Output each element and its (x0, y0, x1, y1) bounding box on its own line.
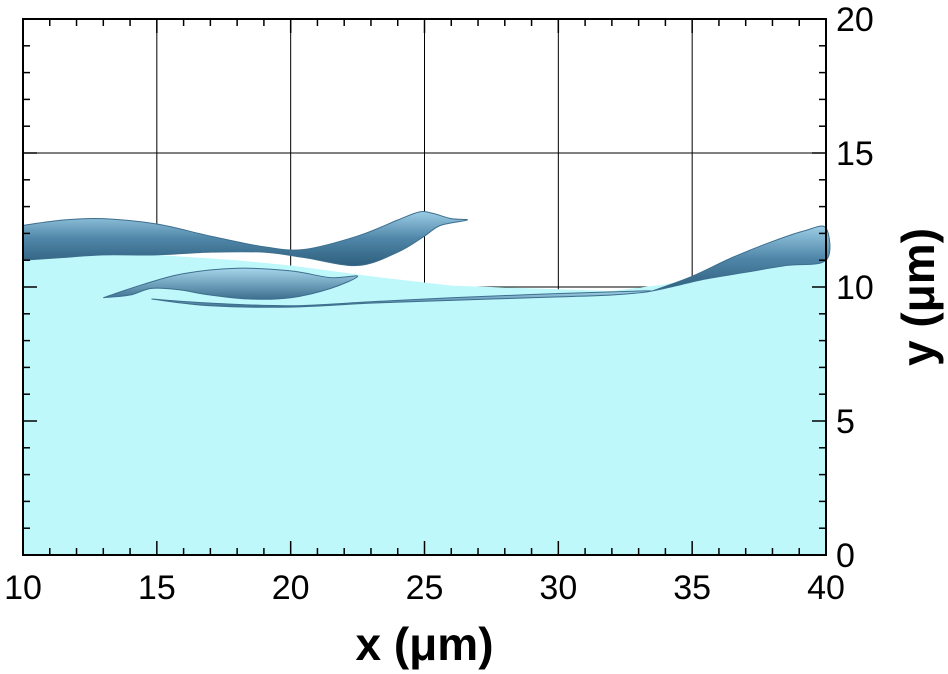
y-tick-label-10: 10 (836, 269, 874, 307)
x-tick-label-10: 10 (4, 569, 42, 607)
x-tick-label-30: 30 (539, 569, 577, 607)
y-tick-label-20: 20 (836, 1, 874, 39)
y-tick-label-15: 15 (836, 135, 874, 173)
x-tick-label-15: 15 (138, 569, 176, 607)
y-axis-ticks: 0 5 10 15 20 (23, 1, 874, 575)
x-tick-label-25: 25 (406, 569, 444, 607)
x-tick-label-35: 35 (673, 569, 711, 607)
y-axis-title: y (μm) (892, 228, 944, 366)
liquid-fill (23, 253, 826, 555)
y-tick-label-5: 5 (836, 403, 855, 441)
x-tick-label-20: 20 (272, 569, 310, 607)
y-tick-label-0: 0 (836, 537, 855, 575)
x-axis-title: x (μm) (355, 618, 493, 670)
x-axis-ticks: 10 15 20 25 30 35 40 (4, 19, 845, 607)
interface-surface-4 (151, 290, 653, 308)
interface-surface-2 (103, 267, 359, 300)
liquid-region (23, 253, 826, 555)
interface-surface-1 (22, 211, 468, 267)
interface-surfaces (22, 211, 831, 308)
x-tick-label-40: 40 (807, 569, 845, 607)
interface-surface-3 (651, 225, 831, 292)
